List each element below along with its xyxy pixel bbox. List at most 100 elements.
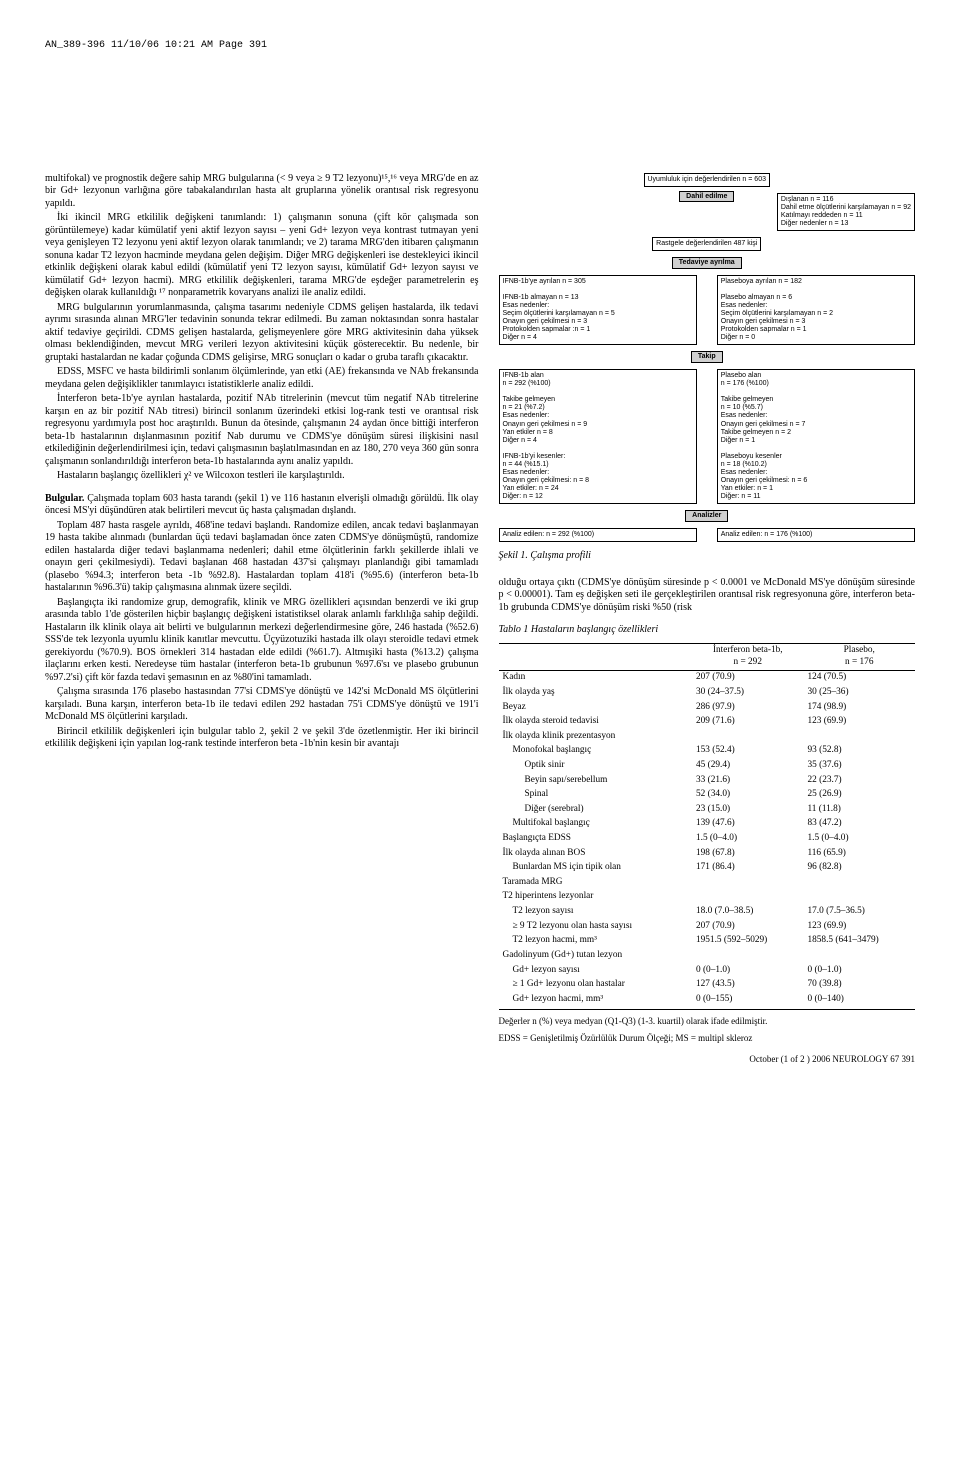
table-1: İnterferon beta-1b, n = 292 Plasebo, n =…: [499, 643, 916, 1007]
table-row: Gadolinyum (Gd+) tutan lezyon: [499, 948, 916, 963]
section-heading-bulgular: Bulgular.: [45, 493, 84, 504]
table-cell: 30 (24–37.5): [692, 685, 804, 700]
header-imprint: AN_389-396 11/10/06 10:21 AM Page 391: [45, 40, 915, 53]
fc-node: Dışlanan n = 116 Dahil etme ölçütlerini …: [777, 193, 915, 231]
table-footnote: EDSS = Genişletilmiş Özürlülük Durum Ölç…: [499, 1033, 916, 1044]
table-cell-label: Gd+ lezyon sayısı: [499, 963, 692, 978]
table-row: Beyaz286 (97.9)174 (98.9): [499, 700, 916, 715]
table-cell-label: Gadolinyum (Gd+) tutan lezyon: [499, 948, 692, 963]
fc-phase-label: Dahil edilme: [679, 191, 734, 202]
table-row: T2 lezyon hacmi, mm³1951.5 (592–5029)185…: [499, 934, 916, 949]
para: Toplam 487 hasta rasgele ayrıldı, 468'in…: [45, 520, 479, 595]
table-cell: 174 (98.9): [803, 700, 915, 715]
two-column-layout: multifokal) ve prognostik değere sahip M…: [45, 173, 915, 1066]
para: İnterferon beta-1b'ye ayrılan hastalarda…: [45, 393, 479, 468]
table-cell-label: Multifokal başlangıç: [499, 817, 692, 832]
fc-node: Plaseboya ayrılan n = 182 Plasebo almaya…: [717, 275, 915, 345]
table-row: Multifokal başlangıç139 (47.6)83 (47.2): [499, 817, 916, 832]
fc-node: Analiz edilen: n = 176 (%100): [717, 528, 915, 542]
table-cell-label: Beyaz: [499, 700, 692, 715]
para-text: Çalışmada toplam 603 hasta tarandı (şeki…: [45, 493, 479, 517]
table-footnote: Değerler n (%) veya medyan (Q1-Q3) (1-3.…: [499, 1016, 916, 1027]
table-cell: 0 (0–155): [692, 992, 804, 1007]
table-cell: [803, 948, 915, 963]
para: MRG bulgularının yorumlanmasında, çalışm…: [45, 302, 479, 365]
table-cell: 96 (82.8): [803, 861, 915, 876]
table-cell-label: İlk olayda klinik prezentasyon: [499, 729, 692, 744]
table-row: Taramada MRG: [499, 875, 916, 890]
table-cell: 52 (34.0): [692, 788, 804, 803]
table-cell: 0 (0–140): [803, 992, 915, 1007]
left-column: multifokal) ve prognostik değere sahip M…: [45, 173, 479, 1066]
fc-node: IFNB-1b alan n = 292 (%100) Takibe gelme…: [499, 369, 697, 504]
table-cell: 116 (65.9): [803, 846, 915, 861]
table-cell: 139 (47.6): [692, 817, 804, 832]
fc-phase-label: Tedaviye ayrılma: [672, 257, 742, 269]
table-cell-label: Beyin sapı/serebellum: [499, 773, 692, 788]
para: Hastaların başlangıç özellikleri χ² ve W…: [45, 470, 479, 483]
table-cell-label: Kadın: [499, 670, 692, 685]
table-cell: 1.5 (0–4.0): [692, 832, 804, 847]
table-row: Başlangıçta EDSS1.5 (0–4.0)1.5 (0–4.0): [499, 832, 916, 847]
table-row: Monofokal başlangıç153 (52.4)93 (52.8): [499, 744, 916, 759]
table-row: Kadın207 (70.9)124 (70.5): [499, 670, 916, 685]
para: Çalışma sırasında 176 plasebo hastasında…: [45, 686, 479, 724]
table-row: İlk olayda steroid tedavisi209 (71.6)123…: [499, 715, 916, 730]
para: Birincil etkililik değişkenleri için bul…: [45, 726, 479, 751]
table-cell-label: ≥ 1 Gd+ lezyonu olan hastalar: [499, 978, 692, 993]
table-cell-label: ≥ 9 T2 lezyonu olan hasta sayısı: [499, 919, 692, 934]
table-cell-label: Gd+ lezyon hacmi, mm³: [499, 992, 692, 1007]
table-cell: 123 (69.9): [803, 919, 915, 934]
table-row: İlk olayda alınan BOS198 (67.8)116 (65.9…: [499, 846, 916, 861]
table-row: Optik sinir45 (29.4)35 (37.6): [499, 758, 916, 773]
table-cell: 207 (70.9): [692, 919, 804, 934]
table-cell-label: Taramada MRG: [499, 875, 692, 890]
table-cell: 18.0 (7.0–38.5): [692, 905, 804, 920]
fc-node: Plasebo alan n = 176 (%100) Takibe gelme…: [717, 369, 915, 504]
table-cell-label: Diğer (serebral): [499, 802, 692, 817]
table-cell: [692, 890, 804, 905]
fc-node: Uyumluluk için değerlendirilen n = 603: [644, 173, 770, 187]
table-cell-label: Optik sinir: [499, 758, 692, 773]
table-cell: [692, 948, 804, 963]
fc-node: IFNB-1b'ye ayrılan n = 305 IFNB-1b almay…: [499, 275, 697, 345]
para: İki ikincil MRG etkililik değişkeni tanı…: [45, 212, 479, 300]
table-cell: 83 (47.2): [803, 817, 915, 832]
table-row: ≥ 9 T2 lezyonu olan hasta sayısı207 (70.…: [499, 919, 916, 934]
para: multifokal) ve prognostik değere sahip M…: [45, 173, 479, 211]
table-cell: 23 (15.0): [692, 802, 804, 817]
table-cell: 1858.5 (641–3479): [803, 934, 915, 949]
fc-phase-label: Takip: [691, 351, 723, 363]
txt: Dışlanan n = 116: [781, 196, 834, 203]
th-ifnb: İnterferon beta-1b, n = 292: [692, 643, 804, 670]
para: Başlangıçta iki randomize grup, demograf…: [45, 597, 479, 685]
table-row: Bunlardan MS için tipik olan171 (86.4)96…: [499, 861, 916, 876]
table-cell-label: Başlangıçta EDSS: [499, 832, 692, 847]
table-cell-label: İlk olayda alınan BOS: [499, 846, 692, 861]
table-cell: [692, 875, 804, 890]
table-cell: 33 (21.6): [692, 773, 804, 788]
table-cell: 171 (86.4): [692, 861, 804, 876]
table-cell: 17.0 (7.5–36.5): [803, 905, 915, 920]
table-cell-label: Bunlardan MS için tipik olan: [499, 861, 692, 876]
table-cell: 22 (23.7): [803, 773, 915, 788]
table-cell-label: T2 lezyon hacmi, mm³: [499, 934, 692, 949]
fc-phase-label: Analizler: [685, 510, 728, 522]
table-cell: 124 (70.5): [803, 670, 915, 685]
figure-1-caption: Şekil 1. Çalışma profili: [499, 550, 916, 563]
table-cell: 127 (43.5): [692, 978, 804, 993]
table-cell: 207 (70.9): [692, 670, 804, 685]
table-cell: 1.5 (0–4.0): [803, 832, 915, 847]
figure-1-flowchart: Uyumluluk için değerlendirilen n = 603 D…: [499, 173, 916, 543]
table-cell: 35 (37.6): [803, 758, 915, 773]
table-cell: [803, 890, 915, 905]
page-footer: October (1 of 2 ) 2006 NEUROLOGY 67 391: [499, 1054, 916, 1065]
para-continuation: olduğu ortaya çıktı (CDMS'ye dönüşüm sür…: [499, 577, 916, 615]
table-cell-label: T2 hiperintens lezyonlar: [499, 890, 692, 905]
table-cell-label: T2 lezyon sayısı: [499, 905, 692, 920]
table-cell: [692, 729, 804, 744]
table-row: Gd+ lezyon sayısı0 (0–1.0)0 (0–1.0): [499, 963, 916, 978]
table-cell: [803, 729, 915, 744]
table-cell-label: İlk olayda yaş: [499, 685, 692, 700]
table-row: T2 lezyon sayısı18.0 (7.0–38.5)17.0 (7.5…: [499, 905, 916, 920]
